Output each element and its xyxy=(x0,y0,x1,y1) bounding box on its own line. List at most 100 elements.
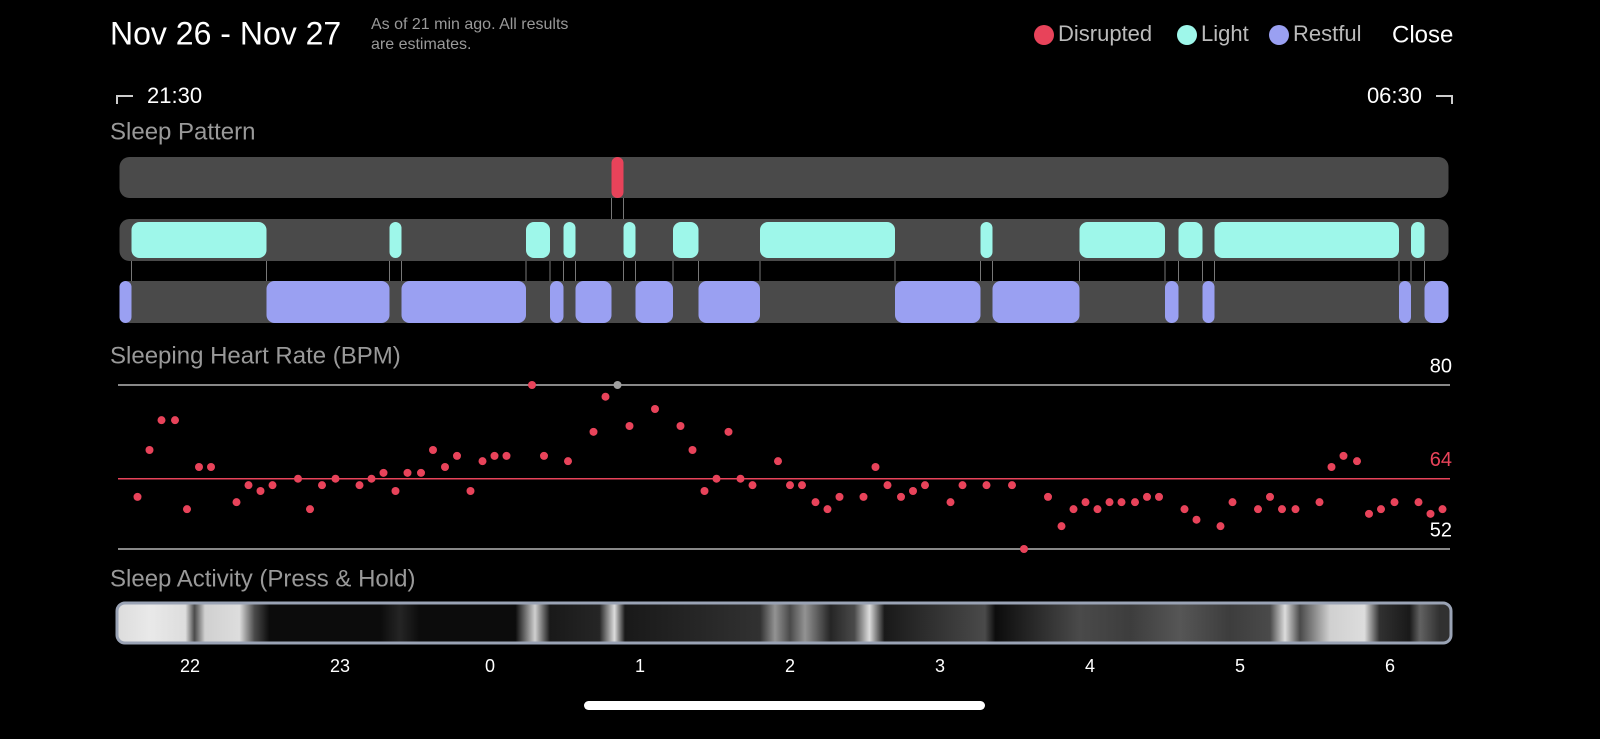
heart-rate-point xyxy=(1216,522,1225,531)
segment xyxy=(131,222,267,258)
subtitle: are estimates. xyxy=(371,36,471,53)
heart-rate-point xyxy=(1377,505,1385,514)
heart-rate-point xyxy=(528,381,536,389)
heart-rate-point xyxy=(379,468,388,477)
heart-rate-point xyxy=(736,474,745,483)
segment xyxy=(389,222,402,258)
heart-rate-point xyxy=(1365,509,1373,518)
heart-rate-point xyxy=(502,451,511,460)
heart-rate-point xyxy=(651,405,659,414)
heart-rate-point xyxy=(417,468,425,477)
heart-rate-point xyxy=(466,487,475,496)
heart-rate-point xyxy=(1069,505,1078,514)
heart-rate-point xyxy=(811,498,820,507)
heart-rate-point xyxy=(355,481,364,490)
heart-rate-point xyxy=(1414,498,1423,507)
heart-rate-point xyxy=(367,474,376,483)
heart-rate-point xyxy=(1020,545,1028,553)
track xyxy=(119,157,1449,198)
heart-rate-point xyxy=(1339,451,1348,460)
heart-rate-point xyxy=(835,492,844,501)
heart-rate-point xyxy=(1131,498,1139,507)
segment xyxy=(698,281,760,323)
heart-rate-point xyxy=(1044,492,1052,501)
heart-rate-point xyxy=(1266,492,1274,501)
legend-swatch xyxy=(1269,25,1289,45)
segment xyxy=(611,157,624,198)
heart-rate-point xyxy=(195,463,203,471)
heart-rate-point xyxy=(133,492,142,501)
heart-rate-point xyxy=(676,422,685,430)
heart-rate-point xyxy=(306,505,314,514)
heart-rate-point xyxy=(1105,498,1114,507)
segment xyxy=(119,281,132,323)
segment xyxy=(401,281,526,323)
heart-rate-point xyxy=(1278,505,1286,514)
heart-rate-point xyxy=(589,427,598,436)
segment xyxy=(1214,222,1399,258)
home-indicator xyxy=(584,701,985,710)
heart-rate-point xyxy=(625,422,634,430)
heart-rate-point xyxy=(453,451,461,460)
x-tick-label: 6 xyxy=(1385,656,1395,676)
heart-rate-point xyxy=(232,498,241,507)
heart-rate-point xyxy=(700,487,709,496)
heart-rate-point xyxy=(897,492,905,501)
segment xyxy=(760,222,895,258)
heart-rate-point xyxy=(1081,498,1090,507)
heart-rate-point xyxy=(883,481,892,490)
heart-rate-point xyxy=(1192,515,1201,524)
x-tick-label: 4 xyxy=(1085,656,1095,676)
heart-rate-point xyxy=(564,457,572,466)
heart-rate-point xyxy=(946,498,955,507)
segment xyxy=(992,281,1080,323)
x-tick-label: 0 xyxy=(485,656,495,676)
segment xyxy=(1178,222,1203,258)
range-bracket xyxy=(1436,95,1453,104)
average-label: 64 xyxy=(1430,449,1452,471)
heart-rate-point xyxy=(540,451,548,460)
section-title: Sleeping Heart Rate (BPM) xyxy=(110,342,401,369)
segment xyxy=(1079,222,1165,258)
legend-label: Light xyxy=(1201,21,1249,46)
x-tick-label: 3 xyxy=(935,656,945,676)
heart-rate-point xyxy=(318,481,326,490)
heart-rate-point xyxy=(331,474,340,483)
segment xyxy=(563,222,576,258)
segment xyxy=(623,222,636,258)
heart-rate-point xyxy=(1426,509,1435,518)
heart-rate-point xyxy=(958,481,967,490)
heart-rate-point xyxy=(183,505,191,514)
heart-rate-point xyxy=(1008,481,1016,490)
segment xyxy=(635,281,673,323)
legend-swatch xyxy=(1177,25,1197,45)
heart-rate-point xyxy=(268,481,277,490)
heart-rate-point xyxy=(613,381,622,389)
heart-rate-point xyxy=(1057,522,1066,531)
heart-rate-point xyxy=(724,427,733,436)
heart-rate-point xyxy=(1180,505,1189,514)
segment xyxy=(1424,281,1449,323)
heart-rate-point xyxy=(490,451,499,460)
close-button[interactable]: Close xyxy=(1392,21,1453,48)
segment xyxy=(550,281,564,323)
heart-rate-point xyxy=(1117,498,1126,507)
heart-rate-point xyxy=(688,446,697,455)
heart-rate-point xyxy=(1353,457,1361,466)
heart-rate-point xyxy=(871,463,880,471)
activity-strip xyxy=(115,601,1453,645)
heart-rate-point xyxy=(921,481,929,490)
segment xyxy=(1411,222,1425,258)
range-start: 21:30 xyxy=(147,83,202,108)
heart-rate-point xyxy=(748,481,757,490)
heart-rate-point xyxy=(244,481,253,490)
heart-rate-point xyxy=(441,463,449,471)
x-tick-label: 23 xyxy=(330,656,350,676)
y-tick-label: 80 xyxy=(1430,355,1452,377)
legend-swatch xyxy=(1034,25,1054,45)
heart-rate-point xyxy=(1143,492,1151,501)
segment xyxy=(526,222,550,258)
heart-rate-point xyxy=(391,487,400,496)
